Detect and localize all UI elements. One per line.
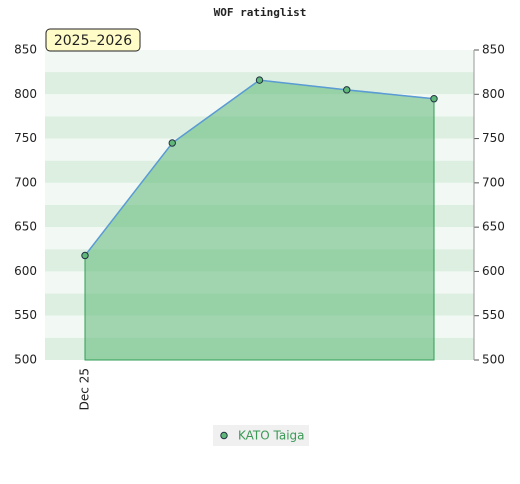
chart-title: WOF ratinglist: [214, 6, 307, 19]
y-tick-label: 850: [14, 43, 37, 57]
y-tick-label: 600: [14, 264, 37, 278]
y2-tick-label: 750: [482, 131, 505, 145]
y2-tick-label: 800: [482, 87, 505, 101]
y2-tick-label: 700: [482, 175, 505, 189]
point: [168, 139, 176, 147]
y2-tick-label: 650: [482, 220, 505, 234]
annotation-box: [45, 28, 141, 52]
annotation: 2025–2026: [54, 33, 132, 49]
y2-tick-label: 850: [482, 43, 505, 57]
legend-label: KATO Taiga: [238, 429, 305, 443]
y2-tick-label: 600: [482, 264, 505, 278]
y-tick-label: 500: [14, 353, 37, 367]
legend-marker: [220, 431, 228, 440]
point: [255, 76, 264, 84]
y2-tick-label: 550: [482, 308, 505, 322]
point: [81, 251, 89, 260]
legend-box: [213, 425, 309, 446]
y-tick-label: 800: [14, 87, 37, 101]
y-tick-label: 750: [14, 131, 37, 145]
y-tick-label: 550: [14, 308, 37, 322]
y-tick-label: 700: [14, 175, 37, 189]
y-tick-label: 650: [14, 220, 37, 234]
y2-tick-label: 500: [482, 353, 505, 367]
x-tick-label: Dec 25: [78, 368, 92, 410]
point: [343, 86, 351, 94]
point: [430, 95, 438, 103]
stripe: [45, 50, 474, 73]
